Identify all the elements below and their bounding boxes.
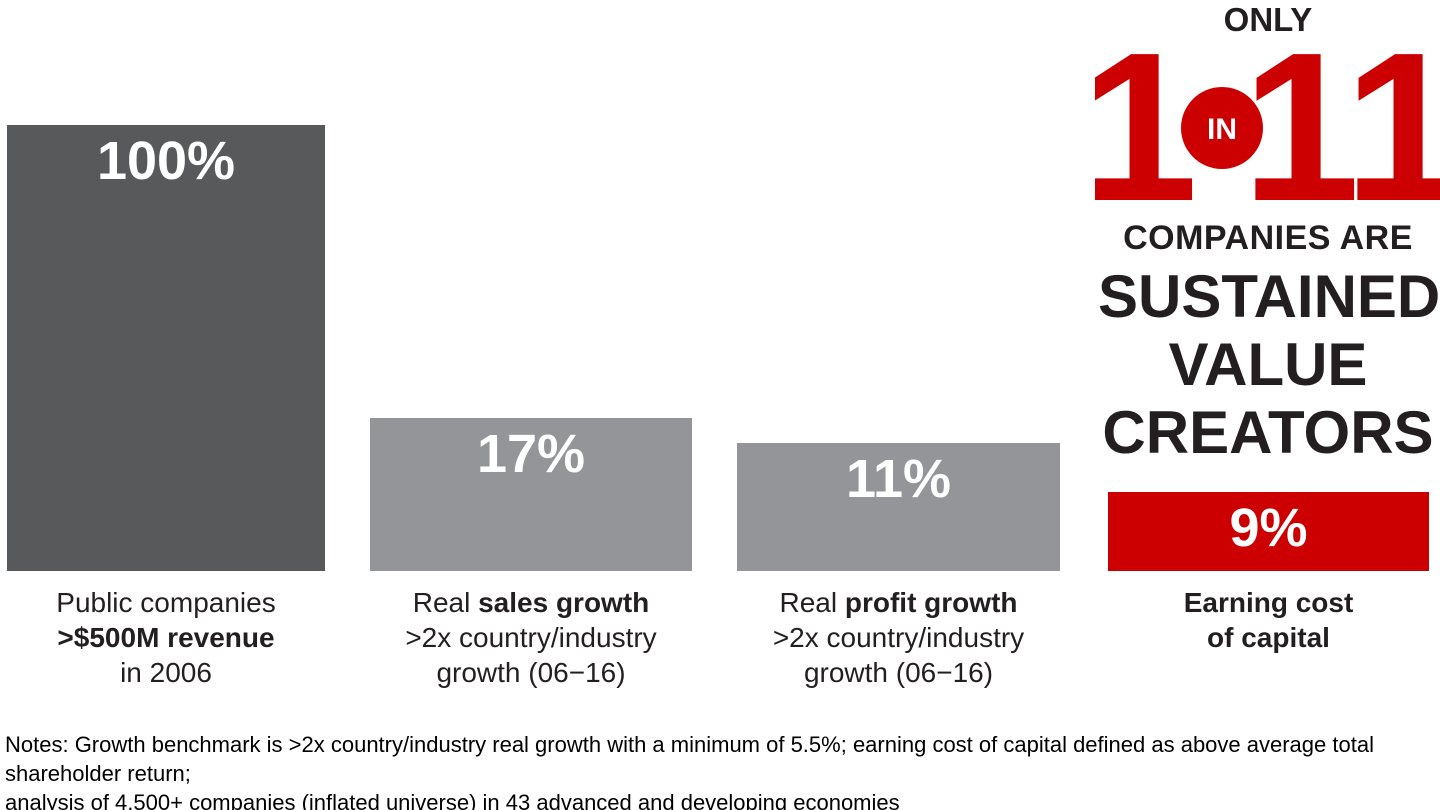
headline-line-sustained: SUSTAINED xyxy=(1098,263,1440,330)
headline-line-value: VALUE xyxy=(1168,331,1368,398)
bar-value-label: 9% xyxy=(1229,498,1308,558)
big-eleven-digit-2: 1 xyxy=(1344,8,1440,210)
bar-caption-profit-growth: Real profit growth >2x country/industry … xyxy=(733,585,1064,690)
headline-only: ONLY xyxy=(1223,1,1313,38)
headline-sustained-value-creators: SUSTAINED VALUE CREATORS xyxy=(1098,263,1440,467)
caption-line-bold: sales growth xyxy=(478,587,650,618)
bar-value-label: 100% xyxy=(96,131,236,191)
bar-caption-sales-growth: Real sales growth >2x country/industry g… xyxy=(366,585,696,690)
footnote-notes-line2: analysis of 4,500+ companies (inflated u… xyxy=(5,790,900,810)
bar-sales-growth: 17% xyxy=(370,418,692,571)
footnote-notes-line1: Notes: Growth benchmark is >2x country/i… xyxy=(5,732,1374,786)
in-circle xyxy=(1181,87,1263,169)
in-label: IN xyxy=(1207,113,1237,146)
bar-caption-earning-cost: Earning cost of capital xyxy=(1104,585,1433,655)
caption-line: Public companies xyxy=(56,587,276,618)
footnotes: Notes: Growth benchmark is >2x country/i… xyxy=(5,730,1433,810)
caption-line-prefix: Real xyxy=(779,587,845,618)
caption-line-prefix: Real xyxy=(412,587,479,618)
bar-public-companies: 100% xyxy=(7,125,325,571)
caption-line: growth (06−16) xyxy=(803,657,994,688)
caption-line: growth (06−16) xyxy=(436,657,626,688)
caption-line-bold: Earning cost xyxy=(1183,587,1354,618)
caption-line-bold: profit growth xyxy=(844,587,1018,618)
caption-line: in 2006 xyxy=(120,657,212,688)
bar-value-label: 17% xyxy=(476,424,586,484)
bar-caption-public-companies: Public companies >$500M revenue in 2006 xyxy=(1,585,331,690)
headline-companies-are: COMPANIES ARE xyxy=(1123,219,1413,257)
big-one-digit: 1 xyxy=(1095,8,1198,210)
bar-profit-growth: 11% xyxy=(737,443,1060,571)
caption-line: >2x country/industry xyxy=(772,622,1025,653)
bar-earning-cost-of-capital: 9% xyxy=(1108,492,1429,571)
big-eleven-digit-1: 1 xyxy=(1242,8,1360,210)
one-in-eleven-graphic: 1 IN 1 1 xyxy=(1095,8,1440,210)
caption-line-bold: of capital xyxy=(1207,622,1330,653)
caption-line: >2x country/industry xyxy=(405,622,657,653)
caption-line-bold: >$500M revenue xyxy=(57,622,275,653)
bar-value-label: 11% xyxy=(845,449,952,509)
headline-line-creators: CREATORS xyxy=(1102,399,1434,466)
